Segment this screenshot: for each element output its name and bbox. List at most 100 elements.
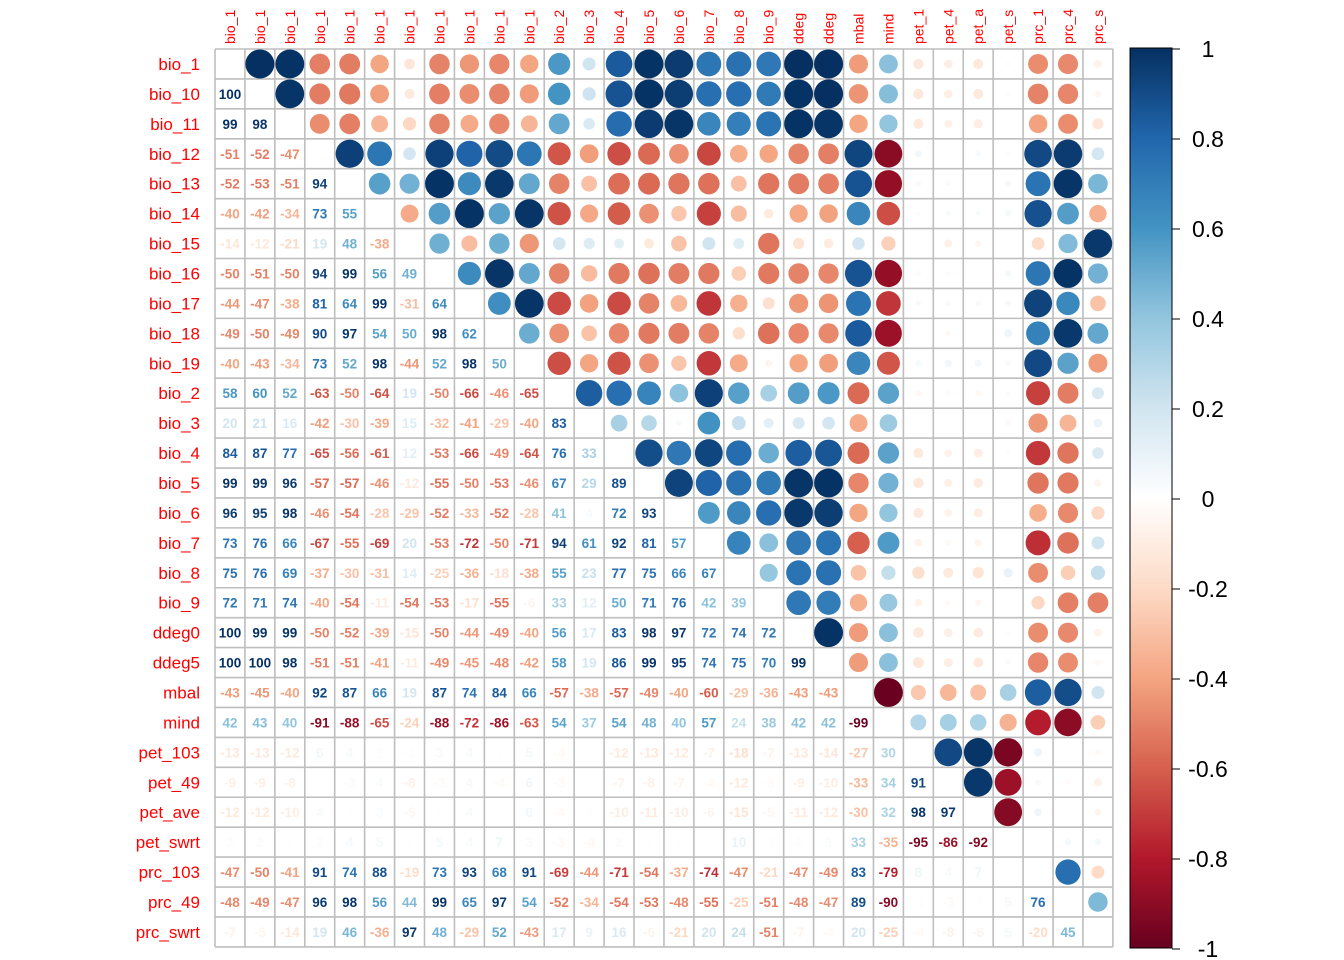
corr-value-ddeg5-bio_1: 100 <box>219 656 242 671</box>
corr-circle-bio_13-mind <box>874 170 903 198</box>
corr-circle-ddeg5-prc_103 <box>1027 652 1049 673</box>
corr-value-prc_103-bio_18: 68 <box>492 865 508 880</box>
corr-value-pet_49-bio_16: -3 <box>433 775 445 790</box>
corr-value-prc_swrt-pet_49: -8 <box>942 925 954 940</box>
corr-circle-bio_19-bio_6 <box>671 355 687 371</box>
corr-value-bio_3-bio_11: 16 <box>282 416 298 431</box>
corr-value-bio_15-bio_11: -21 <box>280 237 300 252</box>
corr-value-prc_49-bio_15: 44 <box>402 895 418 910</box>
corr-circle-bio_3-pet_swrt <box>1005 420 1012 427</box>
corr-value-prc_swrt-mind: -25 <box>879 925 899 940</box>
corr-value-pet_103-bio_5: -13 <box>639 745 659 760</box>
corr-circle-bio_18-ddeg0 <box>788 323 809 344</box>
corr-value-bio_6-bio_19: -28 <box>520 506 540 521</box>
corr-value-pet_ave-mind: 32 <box>881 805 896 820</box>
corr-value-bio_18-bio_13: 97 <box>342 326 357 341</box>
corr-circle-bio_18-prc_103 <box>1026 321 1051 346</box>
corr-circle-bio_10-pet_49 <box>943 89 953 99</box>
corr-value-pet_103-bio_19: 5 <box>526 745 534 760</box>
corr-value-ddeg5-bio_13: -51 <box>340 656 360 671</box>
corr-value-bio_8-bio_6: 66 <box>671 566 687 581</box>
row-label-bio_13: bio_13 <box>149 175 200 194</box>
corr-value-bio_13-bio_10: -53 <box>250 177 270 192</box>
corr-circle-bio_19-bio_9 <box>765 359 773 367</box>
corr-value-prc_49-bio_9: -51 <box>759 895 779 910</box>
corr-circle-bio_2-bio_7 <box>694 379 723 408</box>
row-labels: bio_1 bio_10 bio_11 bio_12 bio_13 bio_14 bio_1… <box>136 55 201 942</box>
corr-value-pet_swrt-bio_17: 4 <box>466 835 474 850</box>
colorbar-label--0.6: -0.6 <box>1188 756 1228 782</box>
corr-value-bio_7-bio_2: 94 <box>552 536 568 551</box>
corr-value-prc_swrt-bio_15: 97 <box>402 925 417 940</box>
corr-value-bio_9-bio_16: -53 <box>430 596 450 611</box>
corr-value-bio_5-bio_2: 67 <box>552 476 567 491</box>
corr-value-prc_103-bio_17: 93 <box>462 865 478 880</box>
corr-value-pet_49-bio_4: -7 <box>613 775 625 790</box>
corr-value-prc_103-bio_10: -50 <box>250 865 270 880</box>
corr-value-bio_19-bio_11: -34 <box>280 356 300 371</box>
corr-value-bio_4-bio_16: -53 <box>430 446 450 461</box>
corr-circle-pet_swrt-prc_103 <box>1036 840 1040 844</box>
row-label-bio_11: bio_11 <box>150 115 200 134</box>
corr-circle-bio_18-mbal <box>845 320 872 347</box>
corr-value-prc_103-bio_7: -74 <box>699 865 719 880</box>
corr-circle-bio_4-pet_49 <box>944 449 953 457</box>
corr-value-bio_6-bio_1: 96 <box>222 506 238 521</box>
corr-circle-bio_16-bio_17 <box>457 261 482 286</box>
corr-circle-bio_2-prc_swrt <box>1091 387 1104 400</box>
corr-circle-bio_11-bio_17 <box>460 114 479 133</box>
corr-circle-bio_12-ddeg0 <box>788 143 809 165</box>
corr-value-bio_3-bio_2: 83 <box>552 416 568 431</box>
corr-circle-bio_6-prc_103 <box>1029 504 1047 522</box>
corr-circle-bio_13-bio_15 <box>399 173 420 194</box>
corr-value-bio_7-bio_10: 76 <box>252 536 268 551</box>
corr-circle-pet_103-pet_49 <box>934 738 963 767</box>
corr-value-prc_49-mind: -90 <box>879 895 899 910</box>
corr-circle-bio_14-bio_8 <box>730 205 747 222</box>
row-label-bio_10: bio_10 <box>149 85 200 104</box>
corr-circle-ddeg0-prc_swrt <box>1094 628 1102 637</box>
corr-circle-bio_11-bio_13 <box>339 113 361 135</box>
corr-circle-bio_19-mind <box>876 351 900 375</box>
corr-circle-bio_3-mbal <box>849 414 868 433</box>
corr-value-bio_2-bio_17: -66 <box>460 386 480 401</box>
colorbar-label-0.8: 0.8 <box>1192 126 1224 152</box>
corr-circle-bio_14-bio_17 <box>454 199 484 229</box>
corr-value-prc_swrt-bio_1: -7 <box>224 925 236 940</box>
row-label-bio_6: bio_6 <box>158 504 200 523</box>
corr-circle-bio_16-bio_8 <box>731 266 747 281</box>
corr-value-bio_14-bio_11: -34 <box>280 207 300 222</box>
corr-circle-bio_11-ddeg0 <box>784 109 814 139</box>
corr-value-prc_103-bio_6: -37 <box>669 865 689 880</box>
corr-value-bio_6-bio_18: -52 <box>490 506 510 521</box>
corr-value-pet_103-mind: 30 <box>881 745 896 760</box>
corr-value-mbal-bio_13: 87 <box>342 685 357 700</box>
corr-circle-bio_1-prc_49 <box>1057 53 1079 75</box>
corr-circle-bio_9-mind <box>879 593 898 612</box>
corr-circle-mbal-mind <box>873 678 903 707</box>
corr-value-bio_15-bio_10: -12 <box>250 237 270 252</box>
corr-circle-bio_7-prc_103 <box>1025 530 1051 556</box>
corr-circle-bio_1-bio_13 <box>339 53 361 75</box>
corr-value-prc_swrt-bio_2: 17 <box>552 925 567 940</box>
corr-value-prc_103-bio_4: -71 <box>609 865 629 880</box>
corr-circle-bio_1-bio_14 <box>370 54 389 74</box>
corr-value-bio_7-bio_16: -53 <box>430 536 450 551</box>
corr-circle-bio_10-pet_ave <box>973 88 984 99</box>
corr-value-bio_18-bio_14: 54 <box>372 326 388 341</box>
corr-circle-prc_103-prc_swrt <box>1091 865 1105 879</box>
corr-circle-bio_6-pet_49 <box>944 509 953 517</box>
corr-circle-bio_4-mind <box>877 442 900 464</box>
corr-value-pet_swrt-mbal: 33 <box>851 835 867 850</box>
corr-value-pet_103-mbal: -27 <box>849 745 869 760</box>
corr-value-ddeg0-bio_7: 72 <box>701 626 716 641</box>
corr-circle-bio_11-mind <box>879 114 898 134</box>
corr-value-bio_17-bio_13: 64 <box>342 296 358 311</box>
corr-circle-bio_13-bio_17 <box>457 172 482 196</box>
corr-value-prc_swrt-bio_13: 46 <box>342 925 358 940</box>
corr-circle-bio_9-ddeg5 <box>816 590 841 615</box>
corr-circle-bio_17-pet_49 <box>945 300 952 307</box>
corr-value-bio_6-bio_15: -29 <box>400 506 420 521</box>
corr-circle-mind-prc_103 <box>1025 709 1051 736</box>
corr-circle-bio_12-bio_18 <box>485 139 514 168</box>
